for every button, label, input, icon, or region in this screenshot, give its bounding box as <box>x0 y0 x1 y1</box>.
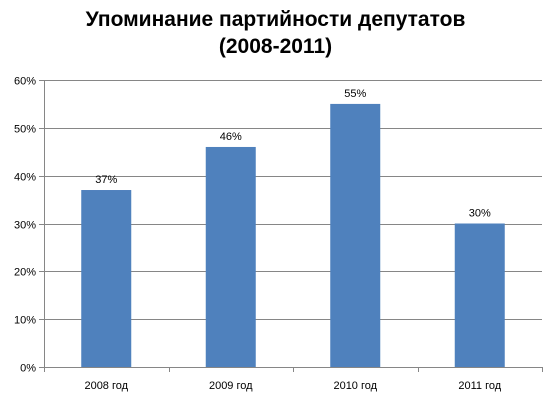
y-tick-label: 50% <box>14 124 36 136</box>
x-tick-label: 2008 год <box>84 380 128 392</box>
y-tick-label: 60% <box>14 76 36 88</box>
chart-title-line2: (2008-2011) <box>218 35 333 58</box>
x-tick-label: 2009 год <box>209 380 253 392</box>
bar <box>81 190 132 367</box>
data-label: 46% <box>220 131 242 143</box>
bar <box>330 103 381 368</box>
y-tick-label: 30% <box>14 220 36 232</box>
chart-title: Упоминание партийности депутатов (2008-2… <box>0 6 551 60</box>
x-tick-label: 2010 год <box>333 380 377 392</box>
bar <box>205 146 256 367</box>
data-label: 55% <box>344 88 366 100</box>
y-tick-label: 40% <box>14 172 36 184</box>
bar <box>454 223 505 367</box>
chart-title-line1: Упоминание партийности депутатов <box>85 8 466 31</box>
x-tick-label: 2011 год <box>458 380 501 392</box>
data-label: 30% <box>469 208 491 220</box>
y-tick-label: 20% <box>14 267 36 279</box>
y-tick-label: 10% <box>14 315 36 327</box>
data-label: 37% <box>95 174 117 186</box>
y-tick-label: 0% <box>20 363 36 375</box>
